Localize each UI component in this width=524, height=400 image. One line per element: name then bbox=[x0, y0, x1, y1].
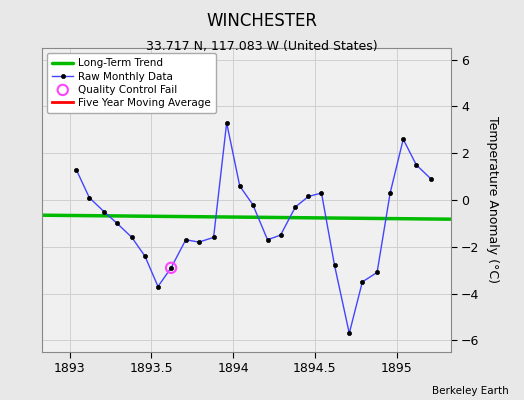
Raw Monthly Data bbox=[413, 162, 419, 167]
Raw Monthly Data bbox=[224, 120, 230, 125]
Raw Monthly Data bbox=[331, 263, 337, 268]
Text: Berkeley Earth: Berkeley Earth bbox=[432, 386, 508, 396]
Raw Monthly Data bbox=[359, 280, 366, 284]
Raw Monthly Data bbox=[428, 176, 434, 181]
Raw Monthly Data bbox=[249, 202, 256, 207]
Line: Raw Monthly Data: Raw Monthly Data bbox=[74, 121, 433, 335]
Raw Monthly Data bbox=[183, 237, 189, 242]
Raw Monthly Data bbox=[292, 205, 299, 210]
Raw Monthly Data bbox=[168, 266, 174, 270]
Raw Monthly Data bbox=[196, 240, 202, 244]
Raw Monthly Data bbox=[129, 235, 135, 240]
Raw Monthly Data bbox=[400, 137, 407, 142]
Raw Monthly Data bbox=[211, 235, 217, 240]
Raw Monthly Data bbox=[155, 284, 161, 289]
Raw Monthly Data bbox=[278, 233, 284, 238]
Raw Monthly Data bbox=[237, 184, 243, 188]
Raw Monthly Data bbox=[374, 270, 380, 275]
Raw Monthly Data bbox=[346, 331, 353, 336]
Raw Monthly Data bbox=[101, 209, 107, 214]
Raw Monthly Data bbox=[73, 167, 80, 172]
Raw Monthly Data bbox=[319, 190, 325, 195]
Raw Monthly Data bbox=[86, 195, 92, 200]
Quality Control Fail bbox=[167, 265, 175, 271]
Raw Monthly Data bbox=[387, 190, 394, 195]
Raw Monthly Data bbox=[305, 194, 312, 199]
Raw Monthly Data bbox=[265, 237, 271, 242]
Y-axis label: Temperature Anomaly (°C): Temperature Anomaly (°C) bbox=[486, 116, 499, 284]
Legend: Long-Term Trend, Raw Monthly Data, Quality Control Fail, Five Year Moving Averag: Long-Term Trend, Raw Monthly Data, Quali… bbox=[47, 53, 216, 113]
Text: 33.717 N, 117.083 W (United States): 33.717 N, 117.083 W (United States) bbox=[146, 40, 378, 53]
Raw Monthly Data bbox=[114, 221, 121, 226]
Text: WINCHESTER: WINCHESTER bbox=[206, 12, 318, 30]
Raw Monthly Data bbox=[142, 254, 148, 258]
